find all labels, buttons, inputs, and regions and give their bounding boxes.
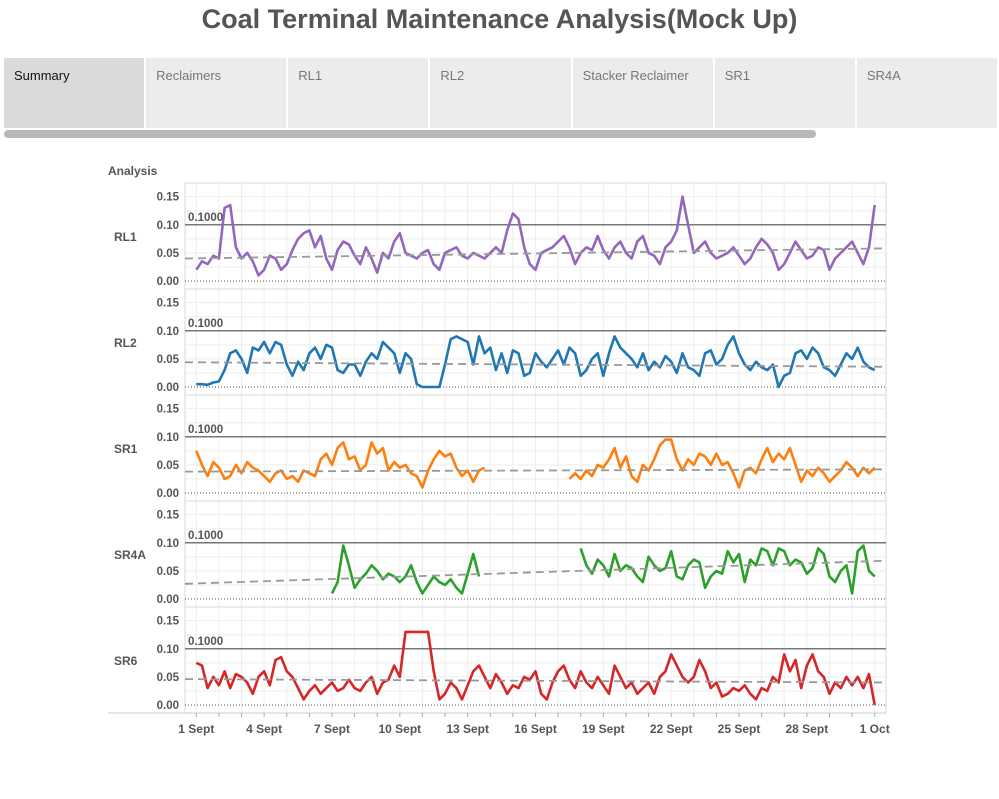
series-line-rl2 <box>196 335 876 389</box>
x-tick-label: 16 Sept <box>514 722 557 736</box>
x-tick-label: 7 Sept <box>314 722 350 736</box>
series-line-sr6 <box>195 630 876 706</box>
tab-rl1[interactable]: RL1 <box>288 58 429 128</box>
x-tick-label: 13 Sept <box>446 722 489 736</box>
x-tick-label: 22 Sept <box>650 722 693 736</box>
y-tick-label: 0.15 <box>157 192 180 204</box>
x-tick-label: 1 Sept <box>178 722 214 736</box>
series-line-sr4a <box>330 544 876 595</box>
threshold-label: 0.1000 <box>188 424 223 436</box>
panel-sr4a: 0.1000 0.00 0.05 0.10 0.15 SR4A <box>114 500 887 608</box>
y-tick-label: 0.05 <box>157 248 180 260</box>
row-label-sr1: SR1 <box>114 442 138 456</box>
y-tick-label: 0.10 <box>157 220 179 232</box>
x-tick-label: 19 Sept <box>582 722 625 736</box>
row-label-sr6: SR6 <box>114 654 138 668</box>
tab-reclaimers[interactable]: Reclaimers <box>146 58 287 128</box>
chart-title: Analysis <box>108 164 158 178</box>
threshold-label: 0.1000 <box>188 530 223 542</box>
y-tick-label: 0.15 <box>157 510 180 522</box>
x-tick-label: 25 Sept <box>718 722 761 736</box>
x-tick-label: 1 Oct <box>860 722 890 736</box>
tab-scrollbar[interactable] <box>4 130 816 138</box>
x-tick-label: 10 Sept <box>378 722 421 736</box>
tab-rl2[interactable]: RL2 <box>430 58 571 128</box>
y-tick-label: 0.05 <box>157 566 180 578</box>
row-label-sr4a: SR4A <box>114 548 146 562</box>
y-tick-label: 0.10 <box>157 432 179 444</box>
tab-summary[interactable]: Summary <box>4 58 145 128</box>
page-title: Coal Terminal Maintenance Analysis(Mock … <box>201 4 798 34</box>
y-tick-label: 0.00 <box>157 488 179 500</box>
panel-sr1: 0.1000 0.00 0.05 0.10 0.15 SR1 <box>114 394 887 502</box>
series-line-rl1 <box>195 195 876 277</box>
y-tick-label: 0.10 <box>157 644 179 656</box>
y-tick-label: 0.00 <box>157 700 179 712</box>
tab-sr1[interactable]: SR1 <box>714 58 855 128</box>
y-tick-label: 0.10 <box>157 326 179 338</box>
y-tick-label: 0.15 <box>157 404 180 416</box>
y-tick-label: 0.10 <box>157 538 179 550</box>
y-tick-label: 0.05 <box>157 460 180 472</box>
threshold-label: 0.1000 <box>188 318 223 330</box>
panel-rl1: 0.1000 0.00 0.05 0.10 0.15 RL1 <box>114 182 887 290</box>
x-tick-label: 28 Sept <box>786 722 829 736</box>
y-tick-label: 0.00 <box>157 276 179 288</box>
threshold-label: 0.1000 <box>188 636 223 648</box>
tab-sr4a[interactable]: SR4A <box>856 58 997 128</box>
row-label-rl1: RL1 <box>114 230 137 244</box>
y-tick-label: 0.00 <box>157 594 179 606</box>
y-tick-label: 0.00 <box>157 382 179 394</box>
y-tick-label: 0.05 <box>157 354 180 366</box>
y-tick-label: 0.15 <box>157 616 180 628</box>
panel-sr6: 0.1000 0.00 0.05 0.10 0.15 SR6 <box>114 606 887 714</box>
tab-bar: Summary Reclaimers RL1 RL2 Stacker Reclaimer… <box>4 58 999 128</box>
y-tick-label: 0.05 <box>157 672 180 684</box>
tab-stacker-reclaimer[interactable]: Stacker Reclaimer <box>572 58 713 128</box>
row-label-rl2: RL2 <box>114 336 137 350</box>
y-tick-label: 0.15 <box>157 298 180 310</box>
threshold-label: 0.1000 <box>188 212 223 224</box>
series-line-sr1 <box>195 438 876 489</box>
x-tick-label: 4 Sept <box>246 722 282 736</box>
panel-rl2: 0.1000 0.00 0.05 0.10 0.15 RL2 <box>114 288 887 396</box>
